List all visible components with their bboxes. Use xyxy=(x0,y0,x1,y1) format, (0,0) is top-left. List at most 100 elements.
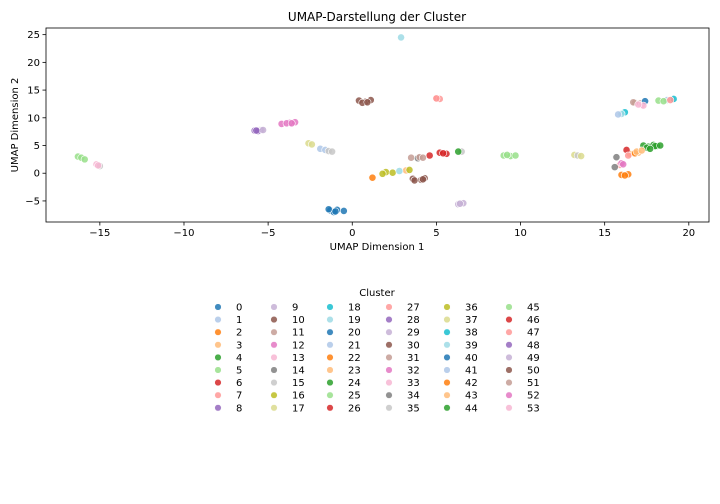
y-tick-label: −5 xyxy=(25,196,40,207)
y-tick-label: 20 xyxy=(27,58,40,69)
legend-label-cluster-8: 8 xyxy=(236,403,242,414)
data-point-cluster-50 xyxy=(419,175,427,184)
legend-marker-cluster-20 xyxy=(326,328,334,336)
y-tick-label: 5 xyxy=(34,141,40,152)
y-tick-label: 25 xyxy=(27,30,40,41)
legend-label-cluster-9: 9 xyxy=(292,303,298,314)
x-axis-ticks: −15 −10 −5 0 5 10 15 20 xyxy=(89,222,695,239)
legend-marker-cluster-17 xyxy=(270,404,278,412)
legend-marker-cluster-9 xyxy=(270,303,278,311)
legend-marker-cluster-40 xyxy=(443,353,451,361)
points-layer xyxy=(74,33,678,216)
legend-label-cluster-49: 49 xyxy=(527,353,540,364)
legend-label-cluster-6: 6 xyxy=(236,378,242,389)
legend-label-cluster-26: 26 xyxy=(348,403,361,414)
legend-label-cluster-38: 38 xyxy=(465,328,478,339)
legend-marker-cluster-25 xyxy=(326,391,334,399)
legend-label-cluster-22: 22 xyxy=(348,353,361,364)
data-point-cluster-49 xyxy=(456,199,464,208)
legend-marker-cluster-5 xyxy=(214,366,222,374)
legend-marker-cluster-27 xyxy=(385,303,393,311)
x-tick-label: −5 xyxy=(261,228,276,239)
legend-marker-cluster-47 xyxy=(505,328,513,336)
data-point-cluster-27 xyxy=(624,151,633,160)
legend-label-cluster-37: 37 xyxy=(465,315,478,326)
legend-marker-cluster-39 xyxy=(443,341,451,349)
y-axis-ticks: −5 0 5 10 15 20 25 xyxy=(25,30,46,207)
legend-label-cluster-51: 51 xyxy=(527,378,540,389)
data-point-cluster-39 xyxy=(395,167,404,175)
legend-label-cluster-24: 24 xyxy=(348,378,361,389)
legend-marker-cluster-6 xyxy=(214,379,222,387)
legend-marker-cluster-18 xyxy=(326,303,334,311)
legend-marker-cluster-50 xyxy=(505,366,513,374)
legend-items: 0123456789101112131415161718192021222324… xyxy=(214,303,540,414)
legend-label-cluster-28: 28 xyxy=(407,315,420,326)
legend-marker-cluster-4 xyxy=(214,353,222,361)
data-point-cluster-52 xyxy=(287,119,296,128)
legend-marker-cluster-14 xyxy=(270,366,278,374)
data-point-cluster-44 xyxy=(656,141,665,150)
legend-marker-cluster-45 xyxy=(505,303,513,311)
data-point-cluster-47 xyxy=(666,96,675,104)
data-point-cluster-44 xyxy=(646,144,654,153)
legend-marker-cluster-3 xyxy=(214,341,222,349)
x-tick-label: 5 xyxy=(433,228,439,239)
data-point-cluster-36 xyxy=(405,165,414,174)
legend-label-cluster-34: 34 xyxy=(407,391,420,402)
legend-label-cluster-27: 27 xyxy=(407,303,420,314)
legend-marker-cluster-44 xyxy=(443,404,451,412)
legend-marker-cluster-34 xyxy=(385,391,393,399)
data-point-cluster-50 xyxy=(363,98,372,107)
legend-marker-cluster-21 xyxy=(326,341,334,349)
legend-marker-cluster-46 xyxy=(505,316,513,324)
data-point-cluster-53 xyxy=(94,161,103,170)
legend-marker-cluster-13 xyxy=(270,353,278,361)
legend-marker-cluster-24 xyxy=(326,379,334,387)
legend-marker-cluster-51 xyxy=(505,379,513,387)
legend-label-cluster-14: 14 xyxy=(292,366,305,377)
legend-marker-cluster-0 xyxy=(214,303,222,311)
data-point-cluster-45 xyxy=(659,97,668,106)
legend-label-cluster-19: 19 xyxy=(348,315,361,326)
data-point-cluster-0 xyxy=(339,207,348,215)
legend-marker-cluster-12 xyxy=(270,341,278,349)
legend-label-cluster-53: 53 xyxy=(527,403,540,414)
data-point-cluster-21 xyxy=(614,110,623,119)
legend-marker-cluster-35 xyxy=(385,404,393,412)
legend-marker-cluster-29 xyxy=(385,328,393,336)
legend-label-cluster-25: 25 xyxy=(348,391,361,402)
legend-label-cluster-0: 0 xyxy=(236,303,242,314)
data-point-cluster-42 xyxy=(620,171,629,180)
legend-marker-cluster-26 xyxy=(326,404,334,412)
x-tick-label: 10 xyxy=(514,228,527,239)
data-point-cluster-34 xyxy=(610,163,619,172)
legend-label-cluster-42: 42 xyxy=(465,378,478,389)
legend-marker-cluster-36 xyxy=(443,303,451,311)
legend-marker-cluster-19 xyxy=(326,316,334,324)
legend-label-cluster-13: 13 xyxy=(292,353,305,364)
legend-marker-cluster-8 xyxy=(214,404,222,412)
legend-label-cluster-11: 11 xyxy=(292,328,305,339)
x-tick-label: 15 xyxy=(598,228,611,239)
chart-title: UMAP-Darstellung der Cluster xyxy=(288,10,466,24)
data-point-cluster-43 xyxy=(637,146,646,155)
data-point-cluster-36 xyxy=(388,168,397,177)
legend-marker-cluster-7 xyxy=(214,391,222,399)
legend-label-cluster-20: 20 xyxy=(348,328,361,339)
legend-marker-cluster-10 xyxy=(270,316,278,324)
legend-marker-cluster-42 xyxy=(443,379,451,387)
legend-label-cluster-35: 35 xyxy=(407,403,420,414)
legend-label-cluster-43: 43 xyxy=(465,391,478,402)
y-tick-label: 0 xyxy=(34,169,40,180)
legend-marker-cluster-33 xyxy=(385,379,393,387)
legend-label-cluster-36: 36 xyxy=(465,303,478,314)
y-tick-label: 10 xyxy=(27,113,40,124)
legend-title: Cluster xyxy=(359,288,395,299)
x-tick-label: −15 xyxy=(89,228,110,239)
legend-label-cluster-1: 1 xyxy=(236,315,242,326)
legend-label-cluster-12: 12 xyxy=(292,340,305,351)
legend-marker-cluster-2 xyxy=(214,328,222,336)
legend-label-cluster-23: 23 xyxy=(348,366,361,377)
